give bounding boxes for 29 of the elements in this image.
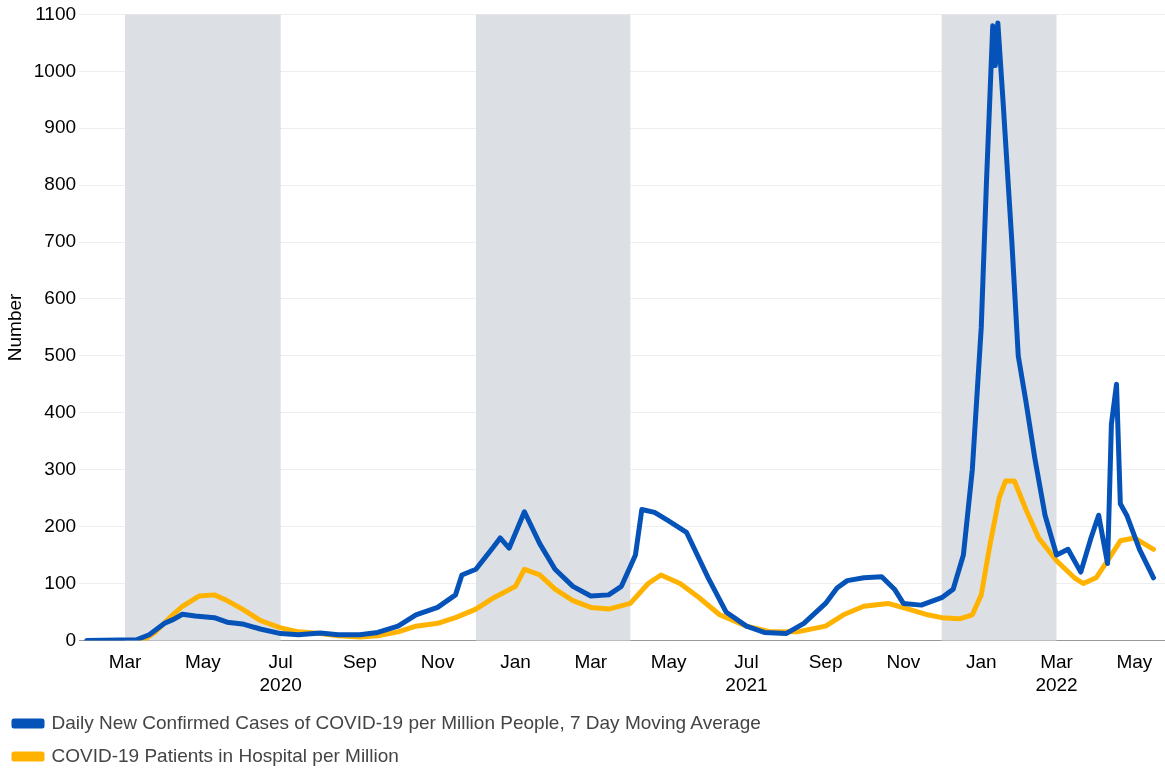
x-tick-label: Mar 2022: [1035, 651, 1078, 695]
legend-label: COVID-19 Patients in Hospital per Million: [51, 744, 399, 766]
y-tick-label: 500: [44, 344, 77, 366]
y-tick-label: 1000: [33, 59, 77, 81]
y-axis-title: Number: [3, 292, 25, 362]
x-tick-label: May: [650, 651, 688, 673]
y-tick-label: 400: [44, 401, 77, 422]
x-tick-label: Jan: [965, 651, 997, 673]
y-tick-label: 900: [44, 116, 77, 138]
x-tick-label: Nov: [420, 651, 456, 673]
y-tick-label: 700: [44, 230, 77, 252]
x-tick-label: Mar: [108, 651, 143, 673]
y-tick-label: 200: [44, 514, 77, 536]
x-tick-label: May: [1116, 651, 1153, 673]
x-tick-label: Jan: [500, 651, 531, 673]
y-tick-label: 300: [44, 457, 77, 479]
x-tick-label: Sep: [808, 651, 843, 673]
y-tick-label: 0: [65, 628, 77, 650]
legend-label: Daily New Confirmed Cases of COVID-19 per Million People, 7 Day Moving Average: [51, 711, 761, 733]
x-tick-label: Mar: [574, 651, 608, 673]
x-tick-label: Jul 2021: [725, 651, 768, 695]
y-tick-label: 600: [44, 287, 77, 309]
x-tick-label: May: [184, 651, 222, 673]
x-tick-label: Sep: [342, 651, 377, 673]
y-tick-label: 100: [44, 571, 77, 593]
y-tick-label: 800: [44, 173, 77, 195]
x-tick-label: Nov: [886, 651, 921, 673]
x-tick-label: Jul 2020: [259, 651, 302, 695]
y-tick-label: 1100: [35, 2, 77, 24]
